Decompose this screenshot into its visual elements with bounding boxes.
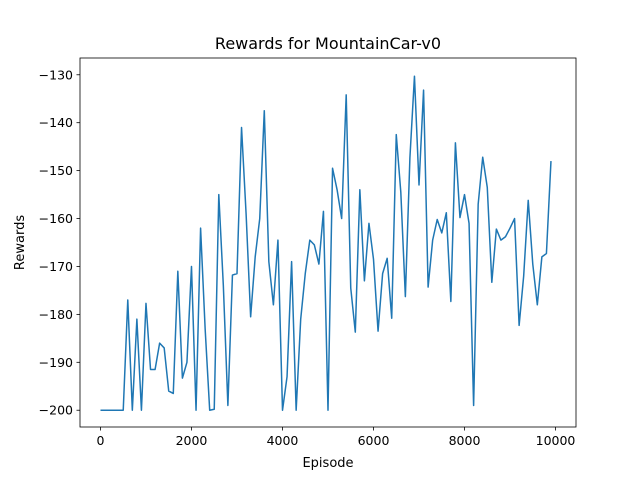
x-tick-label: 2000	[176, 433, 208, 448]
plot-frame	[79, 57, 577, 428]
series-line-rewards	[100, 75, 552, 411]
y-tick-label: −150	[39, 163, 73, 178]
x-tick-label: 4000	[267, 433, 299, 448]
x-tick-label: 8000	[449, 433, 481, 448]
x-tick-label: 6000	[358, 433, 390, 448]
x-axis-ticks: 0 2000 4000 6000 8000 10000	[97, 427, 576, 448]
y-axis-label: Rewards	[13, 215, 28, 270]
y-tick-label: −140	[39, 115, 73, 130]
x-tick-label: 10000	[536, 433, 576, 448]
chart-title: Rewards for MountainCar-v0	[215, 34, 441, 53]
x-tick-label: 0	[97, 433, 105, 448]
y-tick-label: −200	[39, 403, 73, 418]
y-tick-label: −170	[39, 259, 73, 274]
y-axis-ticks: −200 −190 −180 −170 −160 −150 −140 −130	[39, 67, 80, 418]
y-tick-label: −160	[39, 211, 73, 226]
y-tick-label: −190	[39, 355, 73, 370]
x-axis-label: Episode	[302, 456, 353, 471]
y-tick-label: −180	[39, 307, 73, 322]
y-tick-label: −130	[39, 67, 73, 82]
plot-area: 0 2000 4000 6000 8000 10000 −200−190−180−170−…	[39, 57, 577, 448]
